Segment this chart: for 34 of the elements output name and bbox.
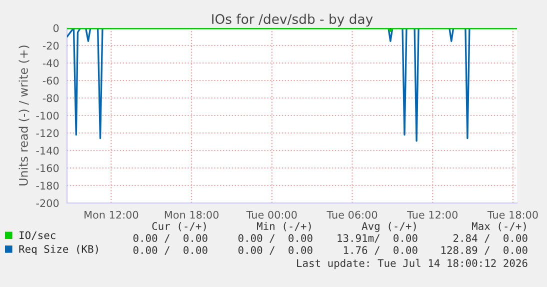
x-tick-label: Tue 00:00: [246, 210, 297, 219]
y-tick-label: -60: [42, 76, 59, 85]
text: 0.00 / 0.00: [238, 246, 312, 255]
x-tick-label: Tue 12:00: [407, 210, 458, 219]
x-tick-label: Mon 12:00: [84, 210, 138, 219]
x-tick-label: Mon 18:00: [164, 210, 219, 219]
y-tick-label: -200: [36, 199, 59, 208]
text: 2.84 / 0.00: [454, 234, 528, 243]
chart-title: IOs for /dev/sdb - by day: [212, 14, 373, 27]
text: Cur (-/+): [152, 222, 206, 232]
text: 128.89 / 0.00: [441, 246, 528, 255]
text: 13.91m/ 0.00: [338, 234, 418, 243]
text: Min (-/+): [256, 222, 311, 232]
text: Avg (-/+): [362, 222, 416, 232]
y-tick-label: -160: [36, 164, 59, 172]
text: 0.00 / 0.00: [238, 234, 312, 243]
y-axis-title: Units read (-) / write (+): [18, 46, 30, 186]
legend-label: IO/sec: [20, 231, 56, 240]
text: Last update: Tue Jul 14 18:00:12 2026: [297, 258, 528, 270]
y-tick-label: -140: [36, 146, 59, 155]
text: 1.76 / 0.00: [344, 246, 418, 255]
text: 0.00 / 0.00: [133, 234, 208, 243]
x-tick-label: Tue 06:00: [326, 210, 378, 219]
y-tick-label: -80: [42, 94, 59, 102]
legend-label: Req Size (KB): [19, 244, 98, 255]
text: 0.00 / 0.00: [133, 246, 208, 255]
y-tick-label: -180: [36, 182, 59, 190]
text: Max (-/+): [472, 222, 526, 232]
y-tick-label: -120: [36, 129, 59, 138]
x-tick-label: Tue 18:00: [487, 210, 538, 219]
y-tick-label: -40: [42, 59, 59, 68]
y-tick-label: 0: [53, 24, 59, 32]
y-tick-label: -100: [36, 112, 59, 120]
y-tick-label: -20: [42, 42, 59, 50]
